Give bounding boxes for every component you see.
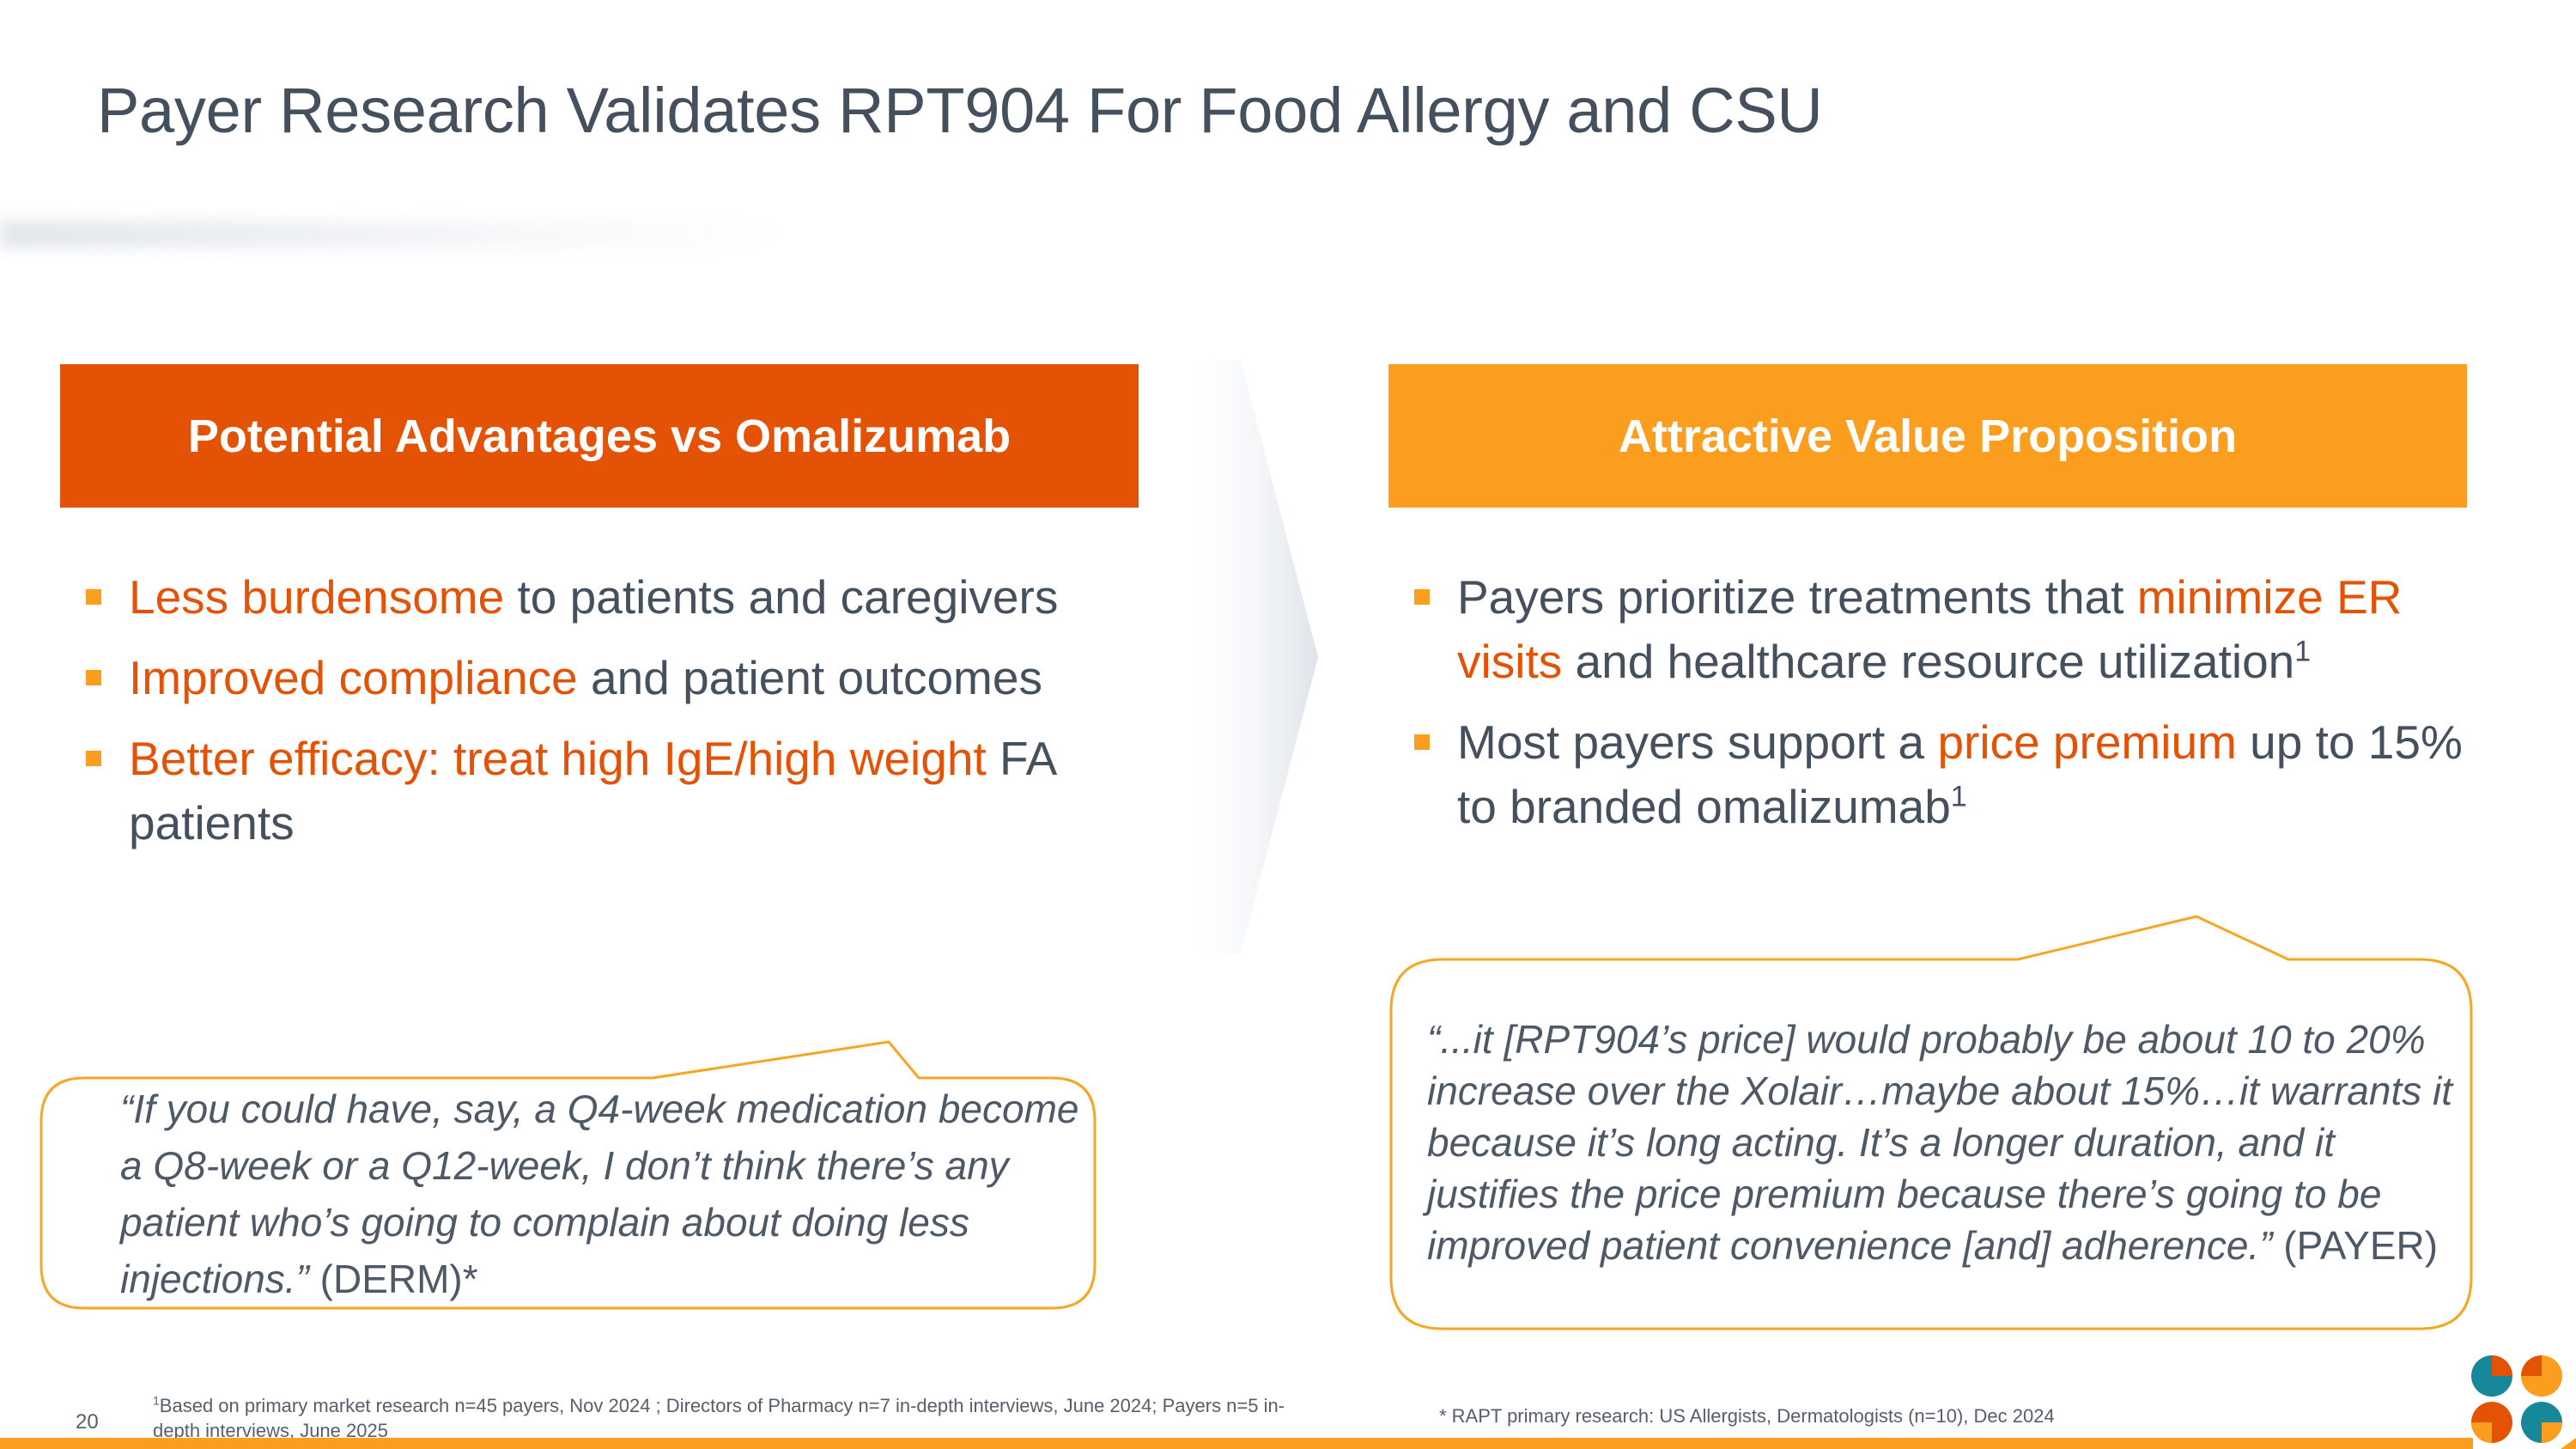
square-bullet-icon: [86, 670, 101, 685]
bullet-highlight: price premium: [1937, 715, 2237, 769]
list-item: Improved compliance and patient outcomes: [60, 646, 1159, 710]
square-bullet-icon: [1414, 734, 1430, 750]
right-bullet-list: Payers prioritize treatments that minimi…: [1388, 565, 2505, 855]
list-item: Better efficacy: treat high IgE/high wei…: [60, 727, 1159, 855]
square-bullet-icon: [86, 589, 101, 605]
bullet-text: FA patients: [129, 732, 1055, 849]
footnote-marker: 1: [1950, 780, 1967, 813]
slide-title: Payer Research Validates RPT904 For Food…: [97, 75, 1823, 146]
quote-attribution: (PAYER): [2272, 1223, 2439, 1268]
right-header-text: Attractive Value Proposition: [1618, 410, 2238, 462]
chevron-arrow-icon: [1189, 361, 1318, 953]
quote-text: “If you could have, say, a Q4-week medic…: [120, 1087, 1079, 1301]
footnote-marker: 1: [2294, 635, 2312, 668]
list-item: Less burdensome to patients and caregive…: [60, 565, 1159, 630]
bullet-highlight: Less burdensome: [129, 570, 505, 624]
right-speech-bubble: [1389, 915, 2473, 1330]
right-section-header: Attractive Value Proposition: [1388, 364, 2467, 508]
bottom-accent-bar: [0, 1438, 2473, 1449]
list-item: Most payers support a price premium up t…: [1388, 710, 2505, 839]
bullet-text: up to 15% to branded omalizumab: [1457, 715, 2463, 833]
right-quote: “...it [RPT904’s price] would probably b…: [1427, 1014, 2458, 1271]
bullet-text: and healthcare resource utilization: [1562, 635, 2295, 688]
bullet-text: Most payers support a: [1457, 715, 1938, 769]
bullet-text: Payers prioritize treatments that: [1457, 570, 2137, 624]
footnote-1: 1Based on primary market research n=45 p…: [153, 1393, 1321, 1443]
square-bullet-icon: [86, 751, 101, 766]
page-number: 20: [76, 1410, 99, 1434]
bullet-text: and patient outcomes: [577, 651, 1042, 704]
quote-text: “...it [RPT904’s price] would probably b…: [1427, 1017, 2453, 1268]
left-section-header: Potential Advantages vs Omalizumab: [60, 364, 1139, 508]
bullet-highlight: Improved compliance: [129, 651, 578, 704]
title-underline-shadow: [0, 221, 807, 248]
bullet-highlight: Better efficacy: treat high IgE/high wei…: [129, 732, 987, 785]
left-speech-bubble: [39, 1040, 1097, 1310]
left-quote: “If you could have, say, a Q4-week medic…: [120, 1081, 1082, 1307]
list-item: Payers prioritize treatments that minimi…: [1388, 565, 2505, 694]
bullet-text: to patients and caregivers: [504, 570, 1059, 624]
rapt-logo-icon: [2471, 1355, 2576, 1449]
quote-attribution: (DERM)*: [308, 1257, 478, 1301]
footnote-2: * RAPT primary research: US Allergists, …: [1439, 1405, 2055, 1427]
footnote-text: Based on primary market research n=45 pa…: [153, 1395, 1285, 1441]
left-bullet-list: Less burdensome to patients and caregive…: [60, 565, 1159, 872]
left-header-text: Potential Advantages vs Omalizumab: [187, 410, 1012, 462]
square-bullet-icon: [1414, 589, 1430, 605]
bullet-highlight: minimize ER visits: [1457, 570, 2403, 688]
footnote-marker: 1: [153, 1393, 160, 1408]
